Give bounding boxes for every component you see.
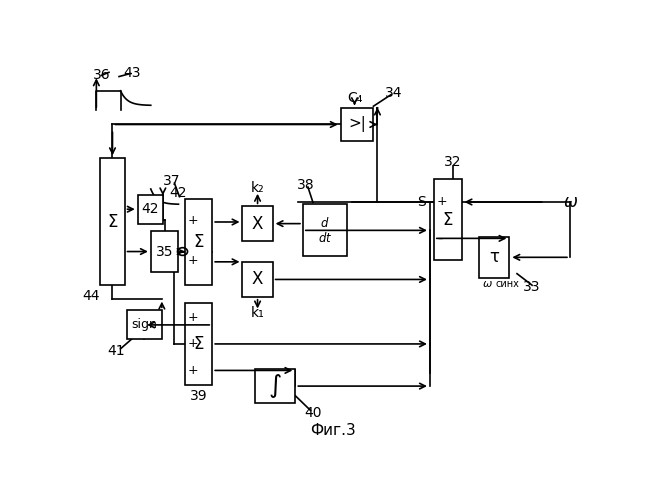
FancyBboxPatch shape [479, 237, 510, 278]
FancyBboxPatch shape [127, 310, 162, 339]
Text: k₂: k₂ [251, 181, 265, 195]
Text: +: + [188, 254, 198, 268]
Text: +: + [188, 214, 198, 227]
Text: ω: ω [482, 278, 492, 288]
FancyBboxPatch shape [151, 232, 179, 272]
Text: k₁: k₁ [251, 306, 265, 320]
Text: синх: синх [495, 278, 519, 288]
Text: +: + [437, 194, 447, 207]
Text: +: + [188, 338, 198, 350]
Text: Фиг.3: Фиг.3 [310, 423, 356, 438]
Text: +: + [188, 311, 198, 324]
FancyBboxPatch shape [242, 206, 273, 241]
Text: τ: τ [489, 248, 499, 266]
Text: 39: 39 [190, 389, 207, 403]
FancyBboxPatch shape [185, 302, 212, 386]
Text: 42: 42 [169, 186, 187, 200]
Text: >|: >| [348, 116, 366, 132]
Text: Σ: Σ [193, 335, 203, 353]
Text: 37: 37 [163, 174, 181, 188]
Text: 44: 44 [83, 289, 100, 303]
Text: C₄: C₄ [347, 92, 362, 106]
Text: $\frac{d}{dt}$: $\frac{d}{dt}$ [318, 216, 332, 245]
Text: 32: 32 [444, 155, 462, 169]
Text: Σ: Σ [193, 233, 203, 251]
FancyBboxPatch shape [185, 198, 212, 285]
FancyBboxPatch shape [341, 108, 373, 141]
FancyBboxPatch shape [138, 195, 163, 224]
FancyBboxPatch shape [303, 204, 347, 256]
FancyBboxPatch shape [242, 262, 273, 297]
Text: 42: 42 [142, 202, 159, 216]
FancyBboxPatch shape [255, 369, 295, 404]
Text: $\int$: $\int$ [268, 372, 282, 400]
FancyBboxPatch shape [100, 158, 125, 285]
Text: +: + [188, 364, 198, 377]
Text: 40: 40 [304, 406, 322, 420]
Text: X: X [252, 270, 263, 288]
Text: S: S [417, 195, 426, 209]
Text: X: X [252, 214, 263, 232]
FancyBboxPatch shape [434, 180, 462, 260]
Text: Σ: Σ [107, 212, 118, 230]
Text: -: - [437, 231, 443, 246]
Text: 38: 38 [296, 178, 314, 192]
Text: sign: sign [131, 318, 157, 331]
Text: 41: 41 [108, 344, 125, 357]
Text: 36: 36 [92, 68, 111, 82]
Text: 33: 33 [523, 280, 541, 294]
Text: 43: 43 [123, 66, 140, 80]
Text: Σ: Σ [443, 211, 453, 229]
Text: 35: 35 [156, 244, 174, 258]
Text: ω: ω [564, 193, 577, 211]
Text: 34: 34 [385, 86, 402, 100]
